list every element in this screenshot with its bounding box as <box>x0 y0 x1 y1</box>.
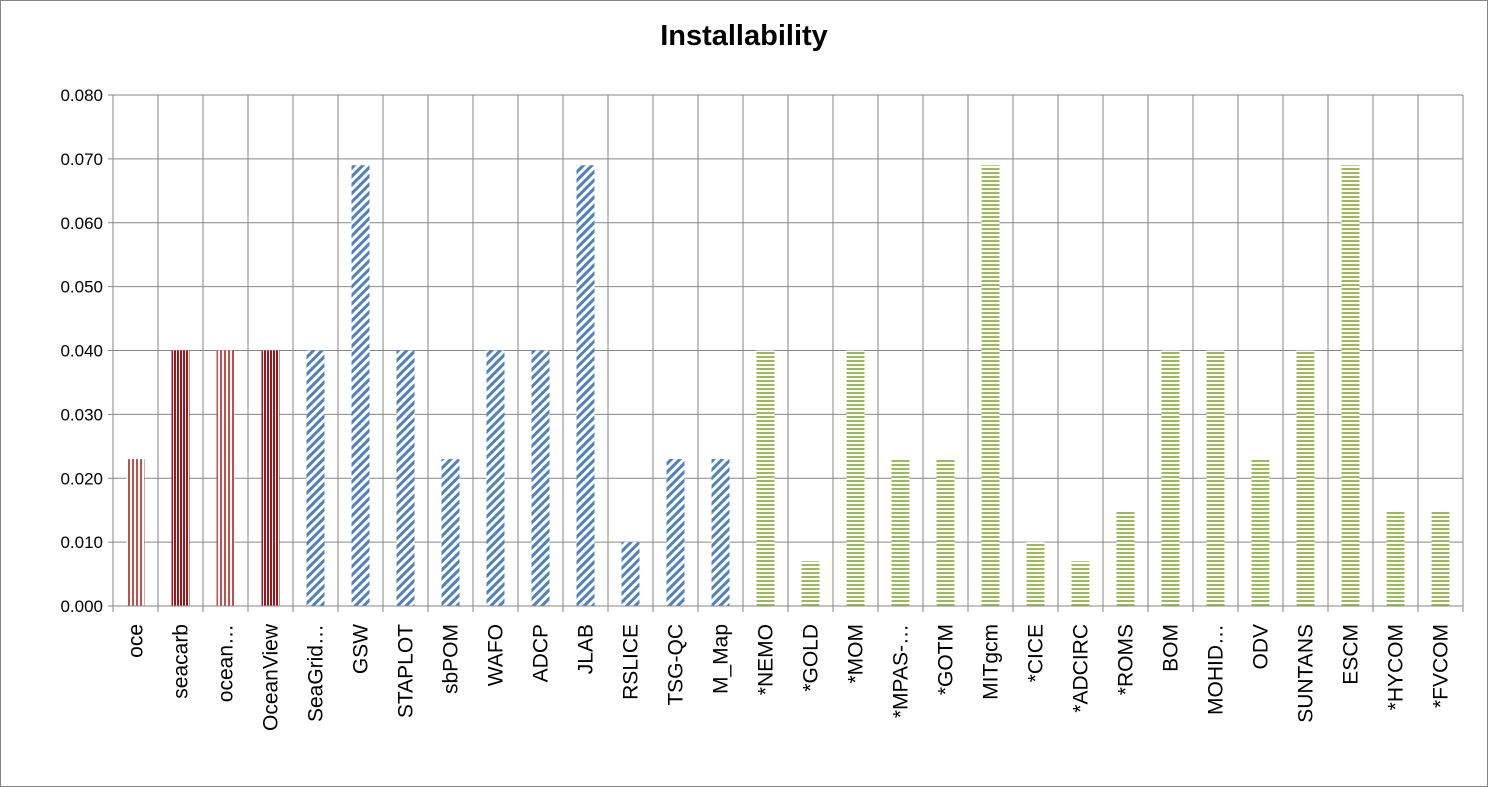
bar <box>306 350 325 606</box>
x-tick-label: TSG-QC <box>665 624 688 706</box>
x-tick-label: *MOM <box>845 624 868 684</box>
y-tick-label: 0.050 <box>60 278 103 297</box>
bar <box>891 459 910 606</box>
bars <box>126 165 1450 606</box>
y-tick-label: 0.000 <box>60 597 103 616</box>
x-axis: oce seacarb ocean… OceanView SeaGrid… GSW STAP… <box>113 605 1463 731</box>
x-tick-label: ODV <box>1250 624 1273 670</box>
x-tick-label: ESCM <box>1340 624 1363 685</box>
bar <box>576 165 595 606</box>
bar <box>396 350 415 606</box>
bar <box>531 350 550 606</box>
x-tick-label: oce <box>125 624 148 658</box>
y-tick-label: 0.010 <box>60 533 103 552</box>
bar <box>1071 561 1090 606</box>
x-tick-label: ADCP <box>530 624 553 682</box>
x-tick-label: STAPLOT <box>395 624 418 718</box>
bar <box>1296 350 1315 606</box>
bar <box>1161 350 1180 606</box>
x-tick-label: SeaGrid… <box>305 624 328 722</box>
y-axis: 0.000 0.010 0.020 0.030 0.040 0.050 0.060 0.070… <box>60 86 114 616</box>
bar <box>441 459 460 606</box>
x-tick-label: *GOLD <box>800 624 823 692</box>
bar <box>171 350 190 606</box>
x-tick-label: *NEMO <box>755 624 778 695</box>
x-tick-label: GSW <box>350 624 373 674</box>
x-tick-label: ocean… <box>215 624 238 702</box>
y-tick-label: 0.080 <box>60 86 103 105</box>
bar <box>711 459 730 606</box>
x-tick-label: BOM <box>1160 624 1183 672</box>
bar <box>846 350 865 606</box>
bar <box>261 350 280 606</box>
y-tick-label: 0.060 <box>60 214 103 233</box>
x-tick-label: *GOTM <box>935 624 958 695</box>
y-tick-label: 0.020 <box>60 469 103 488</box>
x-tick-label: *CICE <box>1025 624 1048 682</box>
x-tick-label: MOHID… <box>1205 624 1228 715</box>
bar <box>486 350 505 606</box>
bar <box>936 459 955 606</box>
bar <box>666 459 685 606</box>
bar <box>621 542 640 606</box>
x-tick-label: RSLICE <box>620 624 643 700</box>
x-tick-label: WAFO <box>485 624 508 686</box>
bar <box>981 165 1000 606</box>
bar <box>1116 510 1135 606</box>
x-tick-label: *MPAS-… <box>890 624 913 718</box>
x-tick-label: *ADCIRC <box>1070 624 1093 713</box>
x-tick-label: *ROMS <box>1115 624 1138 695</box>
x-tick-label: MITgcm <box>980 624 1003 700</box>
bar <box>1386 510 1405 606</box>
x-tick-label: SUNTANS <box>1295 624 1318 723</box>
bar <box>1206 350 1225 606</box>
x-tick-label: *FVCOM <box>1430 624 1453 708</box>
gridlines <box>112 94 1464 612</box>
y-tick-label: 0.070 <box>60 150 103 169</box>
bar <box>216 350 235 606</box>
bar <box>1341 165 1360 606</box>
bar <box>351 165 370 606</box>
bar <box>1026 542 1045 606</box>
y-tick-label: 0.030 <box>60 405 103 424</box>
bar <box>126 459 145 606</box>
bar <box>1251 459 1270 606</box>
x-tick-label: *HYCOM <box>1385 624 1408 710</box>
x-tick-label: OceanView <box>260 623 283 731</box>
bar <box>1431 510 1450 606</box>
bar <box>756 350 775 606</box>
x-tick-label: M_Map <box>710 624 733 694</box>
x-tick-label: seacarb <box>170 624 193 699</box>
x-tick-label: JLAB <box>575 624 598 674</box>
bar <box>801 561 820 606</box>
y-tick-label: 0.040 <box>60 342 103 361</box>
x-tick-label: sbPOM <box>440 624 463 694</box>
chart-title: Installability <box>660 20 828 52</box>
